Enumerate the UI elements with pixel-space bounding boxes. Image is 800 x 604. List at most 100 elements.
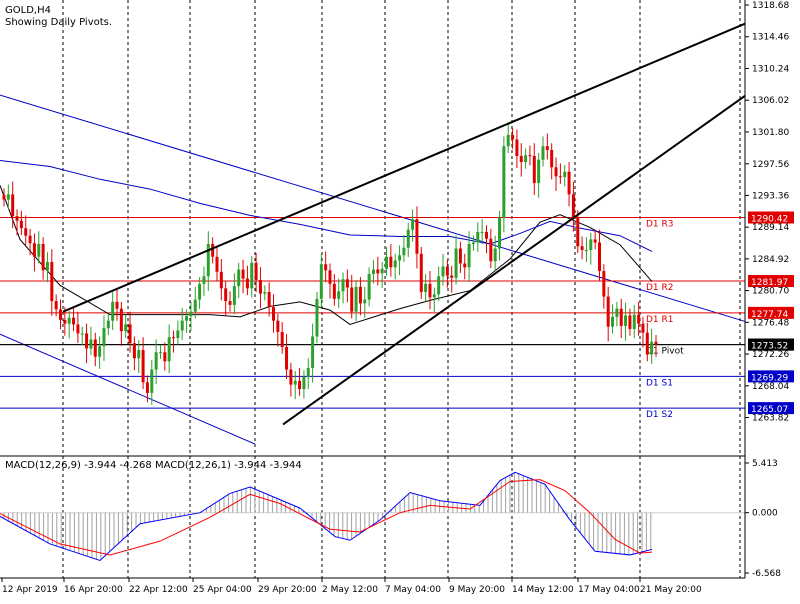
candle-body: [371, 269, 375, 275]
candle-body: [445, 266, 449, 276]
candle-body: [15, 216, 19, 221]
candle-body: [332, 283, 336, 299]
candle-body: [80, 333, 84, 335]
candle-body: [632, 314, 636, 329]
y-tick-label: 1310.24: [752, 64, 789, 74]
candle-body: [524, 155, 528, 163]
candle-body: [571, 194, 575, 217]
candle-body: [402, 247, 406, 256]
candle-body: [111, 301, 115, 321]
candle-body: [554, 167, 558, 177]
macd-panel: [0, 455, 745, 562]
y-tick-label: 1284.92: [752, 255, 789, 265]
x-tick-label: 2 May 12:00: [322, 585, 378, 595]
candle-body: [428, 283, 432, 298]
candle-body: [241, 269, 245, 279]
x-tick-label: 7 May 04:00: [385, 585, 441, 595]
x-tick-label: 29 Apr 20:00: [258, 585, 317, 595]
candle-body: [489, 238, 493, 262]
candle-body: [480, 231, 484, 233]
candlesticks: [2, 122, 658, 405]
candle-body: [72, 317, 76, 325]
candle-body: [89, 339, 93, 349]
candle-body: [63, 319, 67, 324]
candle-body: [180, 320, 184, 331]
candle-body: [363, 299, 367, 304]
candle-body: [215, 256, 219, 272]
candle-body: [506, 134, 510, 147]
candle-body: [228, 301, 232, 305]
candle-body: [280, 331, 284, 347]
candle-body: [550, 149, 554, 168]
candle-body: [450, 275, 454, 278]
macd-y-tick-label: 0.000: [752, 509, 778, 519]
candle-body: [67, 317, 71, 324]
candle-body: [358, 286, 362, 304]
candle-body: [271, 307, 275, 321]
candle-body: [59, 309, 63, 320]
pivot-price-value: 1281.97: [751, 278, 788, 288]
candle-body: [124, 324, 128, 332]
axes: 1318.68 1314.46 1310.24 1306.02 1301.80 1297.…: [0, 0, 794, 595]
candle-body: [558, 176, 562, 178]
candle-body: [98, 346, 102, 357]
candle-body: [54, 301, 58, 310]
candle-body: [580, 246, 584, 250]
pivot-label: D1 R1: [646, 315, 674, 325]
trendline: [62, 22, 746, 313]
candle-body: [302, 377, 306, 390]
candle-body: [576, 216, 580, 247]
candle-body: [389, 256, 393, 268]
candle-body: [254, 262, 258, 281]
candle-body: [415, 219, 419, 254]
x-tick-label: 16 Apr 20:00: [64, 585, 123, 595]
candle-body: [232, 286, 236, 305]
pivot-label: D1 S2: [646, 410, 673, 420]
y-tick-label: 1263.82: [752, 414, 789, 424]
trendline: [282, 95, 746, 426]
candle-body: [245, 278, 249, 289]
candle-body: [24, 228, 28, 236]
candle-body: [376, 269, 380, 274]
channel-line: [0, 94, 746, 322]
candle-body: [502, 146, 506, 218]
candle-body: [158, 352, 162, 354]
candle-body: [511, 134, 515, 140]
candle-body: [102, 328, 106, 347]
candle-body: [85, 333, 89, 349]
pivot-label: D1 S1: [646, 378, 673, 388]
candle-body: [393, 260, 397, 268]
candle-body: [106, 320, 110, 329]
candle-body: [276, 320, 280, 332]
candle-body: [185, 316, 189, 321]
candle-body: [28, 235, 32, 244]
candle-body: [432, 294, 436, 298]
y-tick-label: 1293.36: [752, 191, 789, 201]
candle-body: [293, 380, 297, 385]
candle-body: [515, 139, 519, 156]
candle-body: [324, 264, 328, 271]
candle-body: [37, 243, 41, 257]
candle-body: [589, 239, 593, 250]
pivot-price-value: 1265.07: [751, 405, 788, 415]
candle-body: [637, 314, 641, 324]
candle-body: [2, 195, 6, 200]
candle-body: [624, 315, 628, 326]
candle-body: [45, 262, 49, 271]
candle-body: [176, 330, 180, 338]
y-tick-label: 1268.04: [752, 382, 789, 392]
pivot-price-value: 1290.42: [751, 214, 788, 224]
candle-body: [172, 337, 176, 339]
candle-body: [315, 298, 319, 337]
candle-body: [615, 308, 619, 317]
pivot-label: D1 R2: [646, 283, 674, 293]
candle-body: [458, 248, 462, 264]
y-tick-label: 1297.56: [752, 160, 789, 170]
candle-body: [285, 346, 289, 370]
candle-body: [476, 231, 480, 243]
y-tick-label: 1289.14: [752, 223, 789, 233]
candle-body: [219, 271, 223, 289]
last-price-tag: [748, 338, 794, 351]
macd-y-tick-label: 5.413: [752, 459, 778, 469]
